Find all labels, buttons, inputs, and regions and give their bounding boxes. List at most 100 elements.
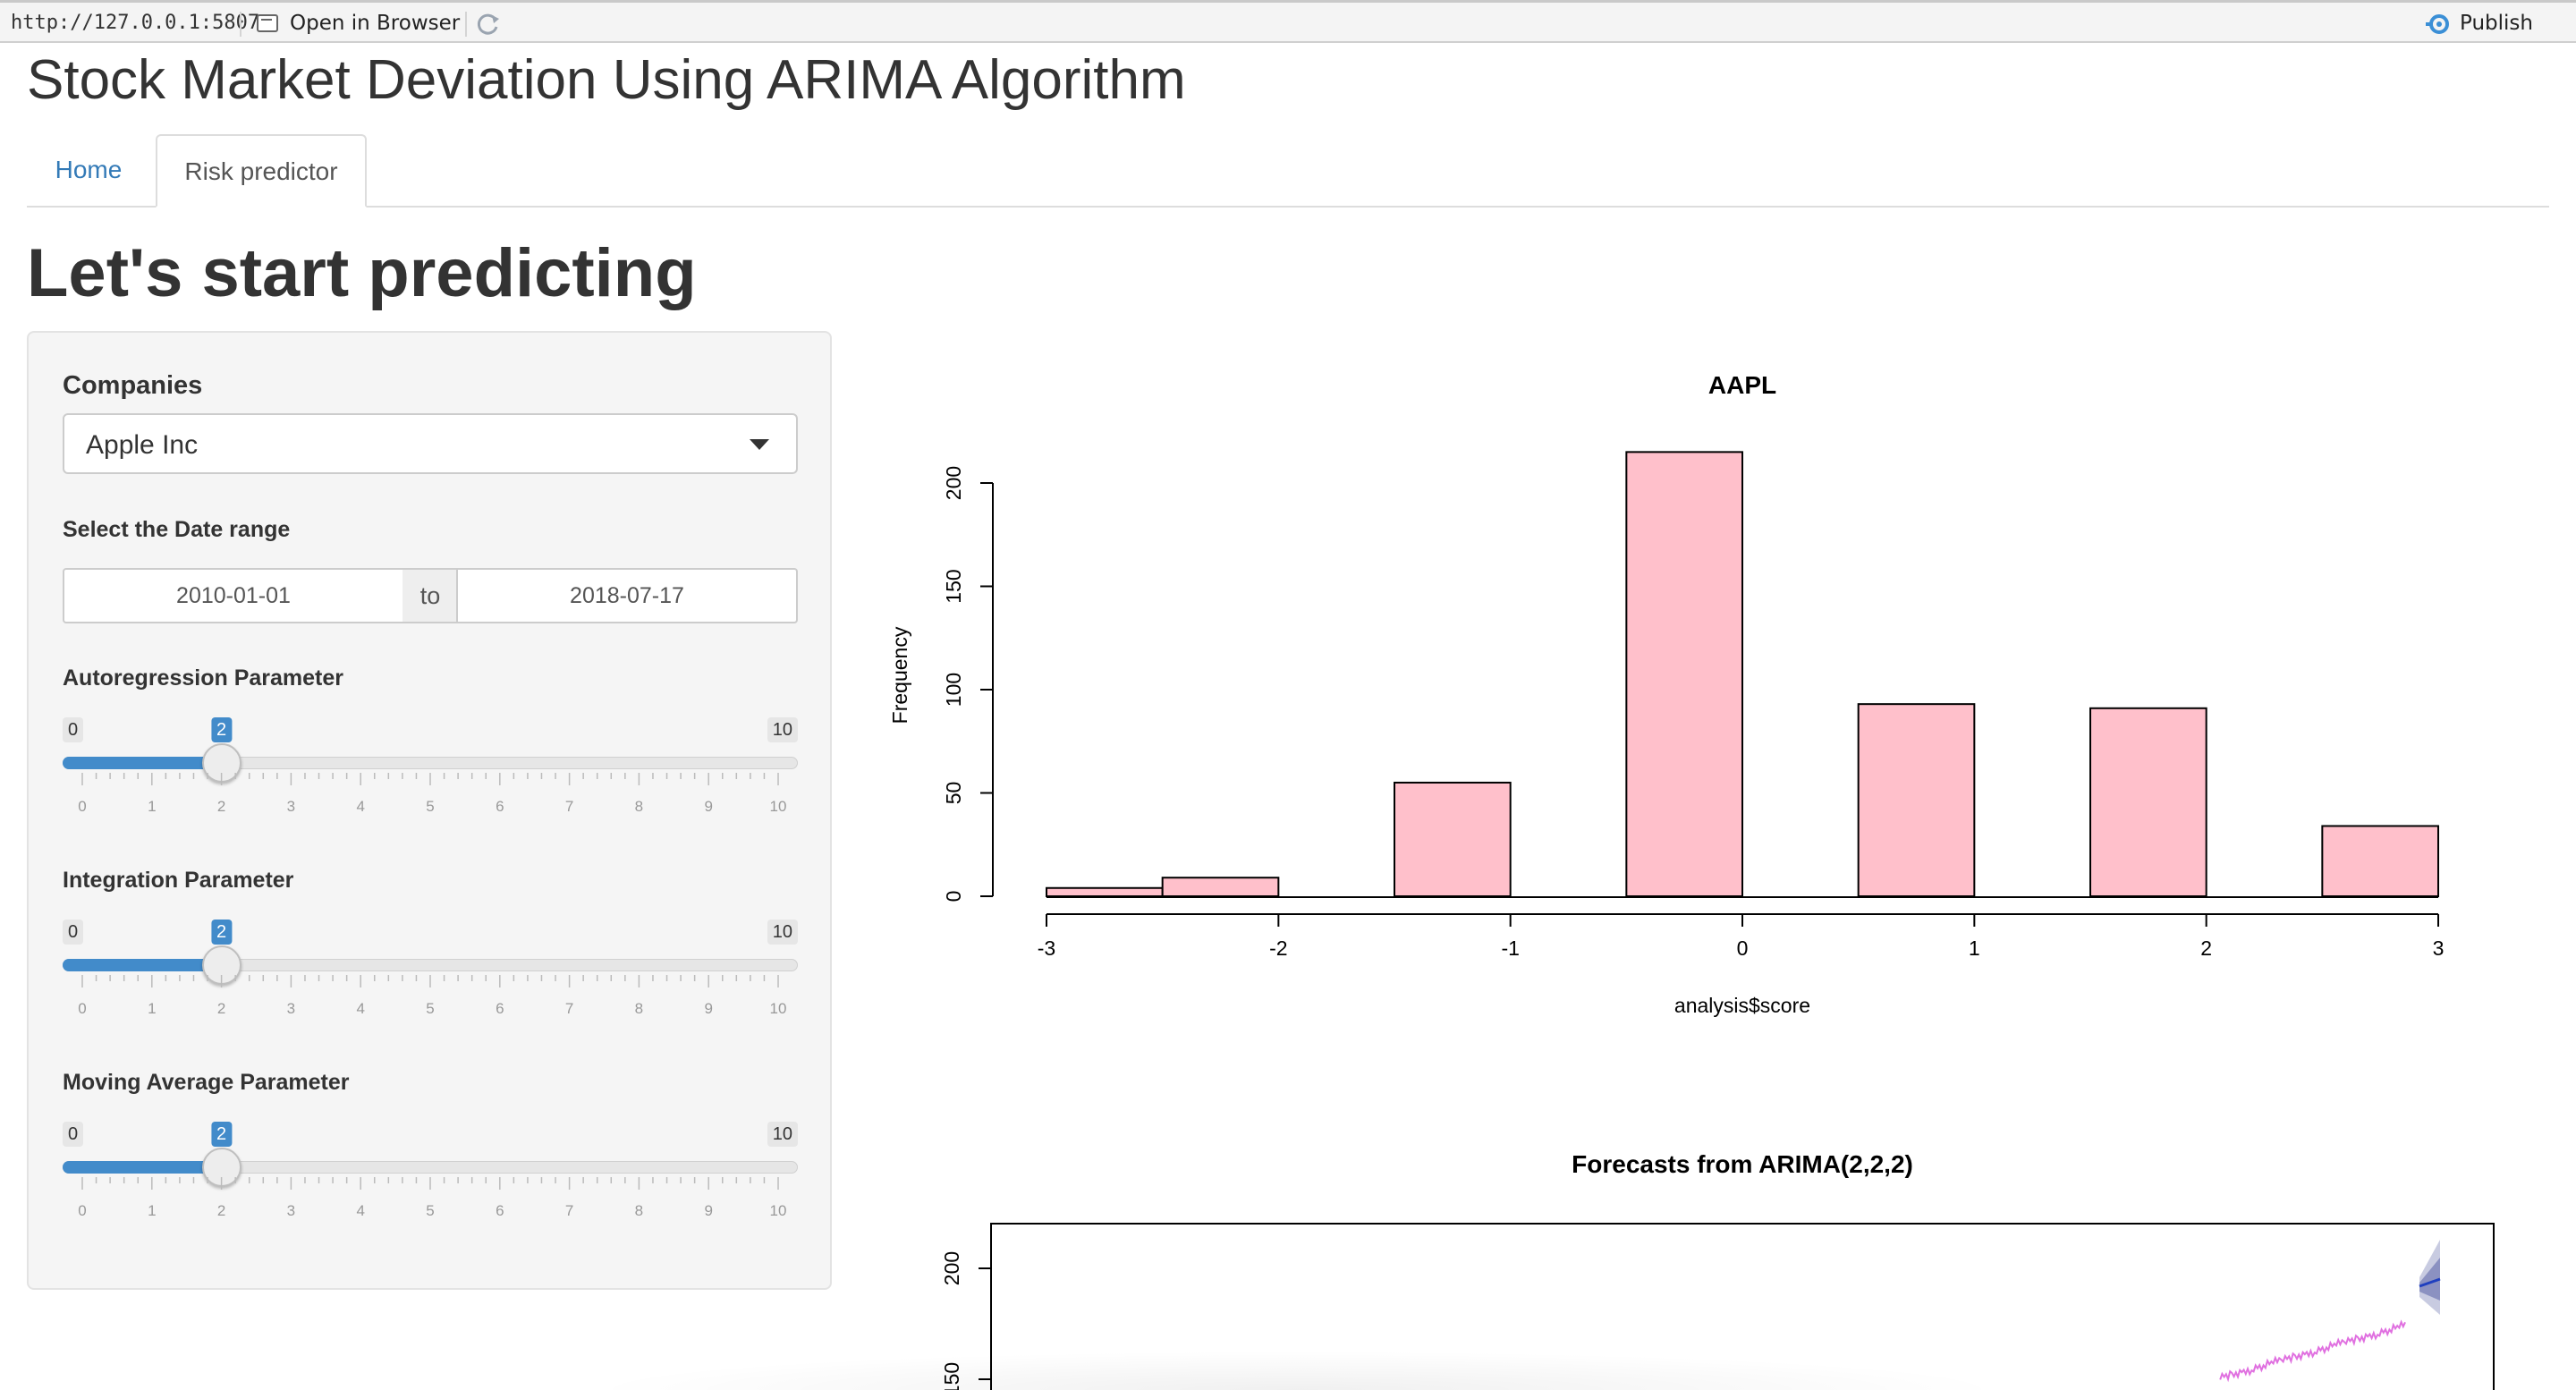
moving-average-label: Moving Average Parameter	[63, 1070, 350, 1095]
histogram-bar	[1161, 877, 1280, 898]
slider-tick-labels: 0 1 2 3 4 5 6 7 8 9 10	[63, 798, 798, 819]
slider-tick-label: 6	[496, 1202, 504, 1219]
tabs-divider	[27, 206, 2549, 208]
integration-slider[interactable]: 0 10 2 0 1 2 3 4 5 6 7 8 9 10	[63, 920, 798, 1027]
slider-tick-label: 1	[148, 1202, 157, 1219]
slider-tick-label: 5	[426, 798, 435, 815]
x-tick-label: -3	[1038, 937, 1055, 960]
open-in-browser-icon[interactable]	[257, 14, 278, 32]
slider-tick-label: 9	[704, 1000, 713, 1017]
slider-tick-label: 2	[216, 798, 226, 815]
histogram-bar	[2321, 825, 2440, 898]
app-title: Stock Market Deviation Using ARIMA Algor…	[27, 49, 1186, 111]
forecast-title: Forecasts from ARIMA(2,2,2)	[1572, 1150, 1913, 1178]
y-tick-label: 200	[942, 466, 965, 500]
y-tick-label: 50	[942, 782, 965, 805]
slider-tick-label: 3	[286, 798, 296, 815]
x-axis-label: analysis$score	[1674, 994, 1810, 1017]
slider-tick-label: 7	[564, 1202, 574, 1219]
moving-average-slider[interactable]: 0 10 2 0 1 2 3 4 5 6 7 8 9 10	[63, 1122, 798, 1229]
slider-ticks	[81, 975, 779, 987]
slider-tick-label: 10	[769, 1000, 787, 1017]
slider-tick-label: 0	[78, 798, 87, 815]
companies-label: Companies	[63, 371, 203, 400]
chart-title: AAPL	[1708, 371, 1776, 399]
slider-tick-label: 3	[286, 1202, 296, 1219]
autoregression-label: Autoregression Parameter	[63, 665, 344, 691]
slider-tick-label: 10	[769, 1202, 787, 1219]
slider-tick-label: 5	[426, 1202, 435, 1219]
forecast-y-tick-label: 200	[940, 1251, 963, 1285]
x-tick-label: 3	[2433, 937, 2445, 960]
companies-select-value: Apple Inc	[86, 430, 199, 460]
slider-tick-label: 8	[634, 1000, 644, 1017]
y-tick-label: 100	[942, 673, 965, 707]
slider-tick-label: 9	[704, 798, 713, 815]
histogram-bar	[1857, 703, 1976, 898]
slider-ticks	[81, 773, 779, 785]
toolbar-divider	[465, 12, 467, 37]
histogram-bar	[2089, 707, 2207, 898]
histogram-bar	[1394, 781, 1512, 898]
y-tick-label: 150	[942, 569, 965, 603]
chevron-down-icon	[750, 439, 769, 450]
slider-tick-label: 4	[356, 798, 365, 815]
slider-tick-label: 7	[564, 1000, 574, 1017]
tab-home[interactable]: Home	[55, 156, 123, 183]
slider-tick-label: 0	[78, 1202, 87, 1219]
slider-fill	[63, 1161, 222, 1174]
slider-tick-label: 6	[496, 1000, 504, 1017]
slider-tick-label: 0	[78, 1000, 87, 1017]
slider-tick-label: 10	[769, 798, 787, 815]
slider-value-label: 2	[211, 717, 233, 742]
date-start-input[interactable]: 2010-01-01	[63, 568, 404, 623]
slider-tick-label: 1	[148, 1000, 157, 1017]
y-axis-label: Frequency	[888, 626, 911, 724]
x-tick-label: 2	[2200, 937, 2212, 960]
slider-tick-label: 1	[148, 798, 157, 815]
forecast-interval-inner	[2419, 1258, 2440, 1301]
date-end-input[interactable]: 2018-07-17	[456, 568, 798, 623]
tab-risk-predictor[interactable]: Risk predictor	[156, 134, 367, 208]
slider-min-label: 0	[63, 1122, 84, 1147]
x-tick-label: 0	[1737, 937, 1749, 960]
slider-tick-label: 8	[634, 1202, 644, 1219]
slider-tick-label: 3	[286, 1000, 296, 1017]
histogram-bar	[1046, 886, 1164, 898]
date-separator: to	[402, 568, 458, 623]
slider-max-label: 10	[767, 717, 798, 742]
slider-tick-labels: 0 1 2 3 4 5 6 7 8 9 10	[63, 1202, 798, 1224]
forecast-plot-frame	[990, 1223, 2495, 1390]
x-tick-label: -2	[1269, 937, 1287, 960]
slider-tick-label: 6	[496, 798, 504, 815]
forecast-mean-line	[2419, 1277, 2441, 1288]
viewer-toolbar: http://127.0.0.1:5807 Open in Browser Pu…	[0, 0, 2576, 43]
slider-tick-label: 2	[216, 1202, 226, 1219]
open-in-browser-button[interactable]: Open in Browser	[290, 12, 461, 35]
page-heading: Let's start predicting	[27, 235, 697, 311]
publish-button[interactable]: Publish	[2460, 12, 2533, 35]
refresh-icon[interactable]	[476, 12, 501, 37]
slider-tick-labels: 0 1 2 3 4 5 6 7 8 9 10	[63, 1000, 798, 1021]
slider-min-label: 0	[63, 717, 84, 742]
slider-tick-label: 9	[704, 1202, 713, 1219]
slider-fill	[63, 757, 222, 769]
viewer-url[interactable]: http://127.0.0.1:5807	[11, 12, 260, 34]
slider-tick-label: 4	[356, 1000, 365, 1017]
slider-value-label: 2	[211, 920, 233, 945]
date-range-label: Select the Date range	[63, 517, 291, 542]
publish-icon[interactable]	[2424, 13, 2454, 36]
forecast-y-tick-label: 150	[940, 1362, 963, 1390]
slider-max-label: 10	[767, 920, 798, 945]
slider-tick-label: 8	[634, 798, 644, 815]
autoregression-slider[interactable]: 0 10 2 0 1 2 3 4 5 6 7 8 9 10	[63, 717, 798, 825]
slider-tick-label: 7	[564, 798, 574, 815]
slider-ticks	[81, 1177, 779, 1190]
slider-tick-label: 5	[426, 1000, 435, 1017]
companies-select[interactable]: Apple Inc	[63, 413, 798, 474]
histogram-bar	[1625, 451, 1743, 897]
x-tick-label: -1	[1501, 937, 1519, 960]
sidebar-panel: Companies Apple Inc Select the Date rang…	[27, 331, 832, 1290]
slider-value-label: 2	[211, 1122, 233, 1147]
page-shadow	[581, 1351, 2012, 1390]
